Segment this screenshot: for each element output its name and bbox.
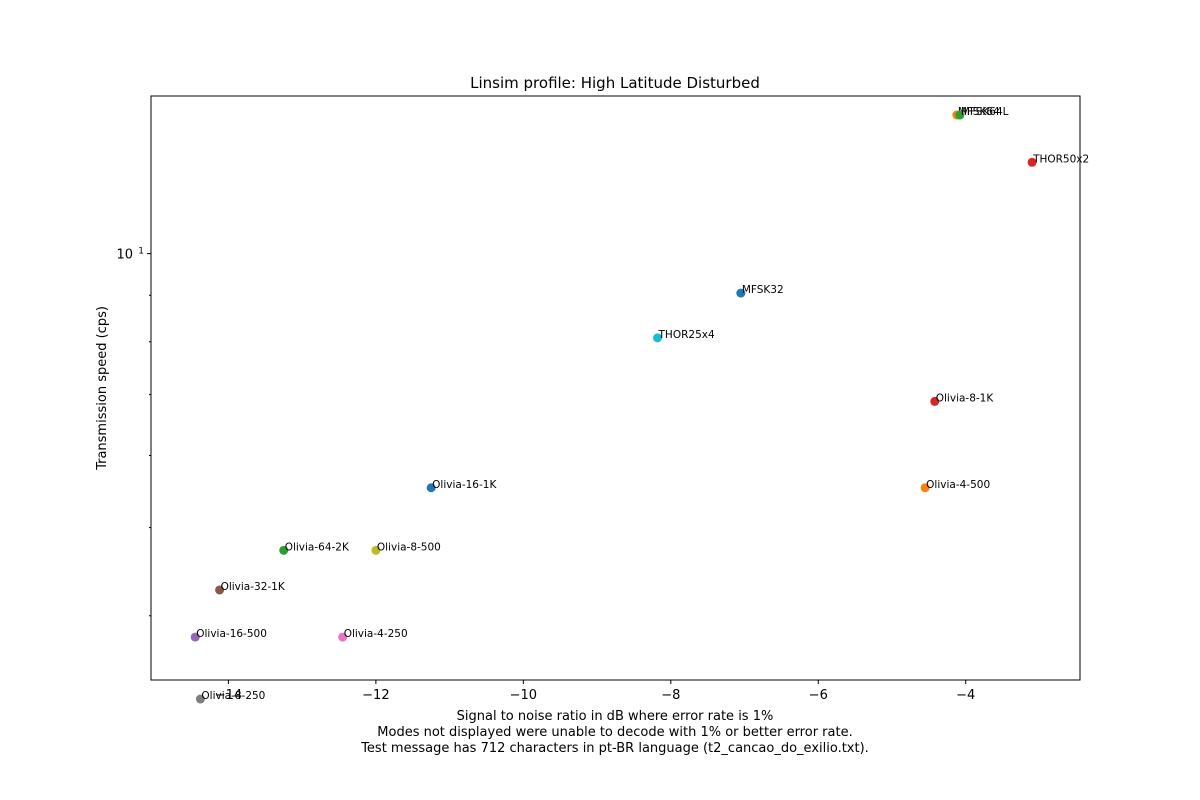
data-point xyxy=(426,483,436,493)
data-label: Olivia-64-2K xyxy=(285,541,350,553)
data-label: MFSK32 xyxy=(742,284,784,296)
data-point xyxy=(930,396,940,406)
data-point xyxy=(279,545,289,555)
data-label: Olivia-4-500 xyxy=(926,479,990,491)
data-label: MFSK64L xyxy=(961,106,1009,118)
x-axis-label-line-1: Signal to noise ratio in dB where error … xyxy=(457,709,774,724)
y-axis: 10 1 xyxy=(116,247,151,617)
y-tick-exponent: 1 xyxy=(138,247,144,257)
data-point xyxy=(371,545,381,555)
data-point xyxy=(1027,157,1037,167)
data-label: Olivia-8-500 xyxy=(377,541,441,553)
data-label: THOR50x2 xyxy=(1032,153,1089,165)
data-label: Olivia-32-1K xyxy=(221,581,286,593)
data-point xyxy=(920,483,930,493)
x-axis: −14 −12 −10 −8 −6 −4 xyxy=(215,680,975,703)
data-point xyxy=(195,694,205,704)
x-axis-label-line-2: Modes not displayed were unable to decod… xyxy=(377,725,852,740)
y-tick-label: 10 1 xyxy=(116,247,144,263)
data-point xyxy=(736,288,746,298)
x-axis-label-line-3: Test message has 712 characters in pt-BR… xyxy=(360,741,869,756)
x-tick-label: −10 xyxy=(510,688,537,703)
data-label: Olivia-8-1K xyxy=(936,392,995,404)
chart-title: Linsim profile: High Latitude Disturbed xyxy=(470,74,760,92)
data-point xyxy=(190,632,200,642)
data-point xyxy=(338,632,348,642)
y-axis-label: Transmission speed (cps) xyxy=(95,306,110,471)
data-point xyxy=(955,110,965,120)
x-tick-label: −8 xyxy=(661,688,680,703)
x-tick-label: −6 xyxy=(809,688,828,703)
data-point xyxy=(653,333,663,343)
x-tick-label: −4 xyxy=(956,688,975,703)
data-label: MFSK64 xyxy=(958,106,1000,118)
data-label: THOR25x4 xyxy=(658,329,715,341)
data-point xyxy=(215,585,225,595)
plot-frame xyxy=(150,95,1081,681)
x-tick-label: −14 xyxy=(215,688,242,703)
data-label: Olivia-16-500 xyxy=(196,628,267,640)
x-tick-label: −12 xyxy=(362,688,389,703)
data-label: Olivia-4-250 xyxy=(344,628,408,640)
data-label: Olivia-16-1K xyxy=(432,479,497,491)
data-label: Olivia-8-250 xyxy=(201,690,265,702)
